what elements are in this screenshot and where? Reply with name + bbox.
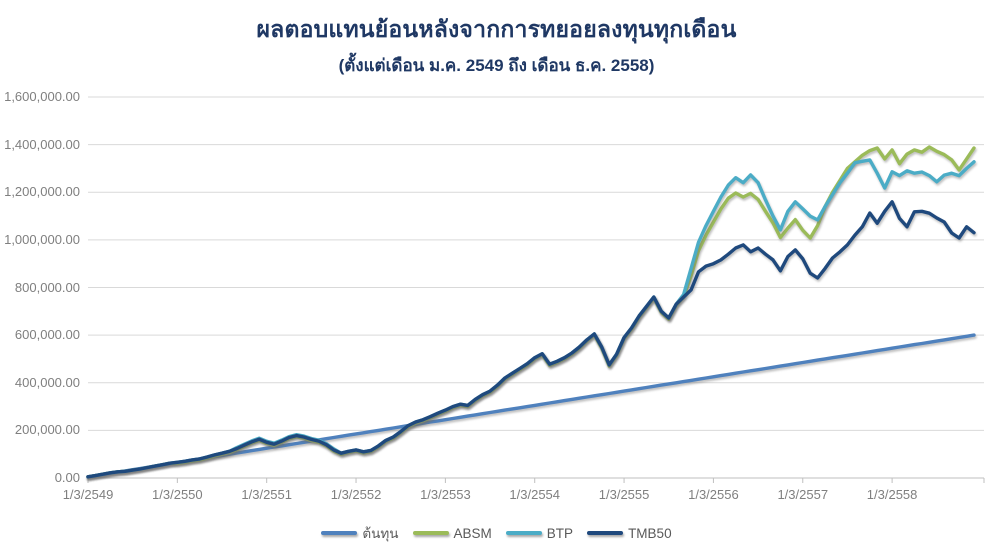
x-axis-tick-label: 1/3/2553 (420, 487, 471, 502)
x-axis-tick-label: 1/3/2552 (330, 487, 382, 502)
legend-label: ABSM (453, 525, 492, 541)
legend-item-ABSM: ABSM (412, 525, 492, 541)
legend-label: BTP (546, 525, 574, 541)
y-axis-tick-label: 200,000.00 (14, 422, 80, 438)
x-axis-tick-label: 1/3/2549 (62, 487, 114, 502)
series-line-cost (86, 333, 976, 479)
x-axis-tick-label: 1/3/2557 (777, 487, 829, 502)
y-axis-tick-label: 1,200,000.00 (4, 184, 80, 200)
y-axis-tick-label: 1,000,000.00 (4, 231, 80, 247)
legend-item-BTP: BTP (505, 525, 574, 541)
y-axis-tick-label: 0.00 (54, 470, 80, 485)
legend-item-ต้นทุน: ต้นทุน (321, 522, 399, 544)
x-axis-tick-label: 1/3/2554 (509, 487, 561, 502)
chart-legend: ต้นทุน ABSM BTP TMB50 (0, 522, 993, 544)
series-line-btp (86, 158, 976, 479)
legend-line-swatch (412, 531, 449, 535)
x-axis-tick-label: 1/3/2558 (866, 487, 918, 502)
y-axis-tick-label: 600,000.00 (14, 327, 80, 343)
x-axis-tick-label: 1/3/2550 (152, 487, 203, 502)
x-axis-tick-label: 1/3/2555 (598, 487, 650, 502)
legend-line-swatch (587, 531, 624, 535)
legend-line-swatch (505, 531, 542, 535)
y-axis-tick-label: 1,400,000.00 (4, 136, 80, 152)
y-axis-tick-label: 400,000.00 (14, 374, 80, 390)
series-line-tmb50 (86, 200, 976, 479)
legend-label: TMB50 (628, 525, 672, 541)
series-line-absm (86, 145, 976, 479)
x-axis-tick-label: 1/3/2551 (241, 487, 292, 502)
chart-subtitle: (ตั้งแต่เดือน ม.ค. 2549 ถึง เดือน ธ.ค. 2… (338, 56, 655, 75)
legend-label: ต้นทุน (362, 526, 399, 541)
legend-item-TMB50: TMB50 (587, 526, 672, 541)
y-axis-tick-label: 800,000.00 (14, 279, 80, 295)
y-axis-tick-label: 1,600,000.00 (4, 89, 80, 104)
chart-title: ผลตอบแทนย้อนหลังจากการทยอยลงทุนทุกเดือน (256, 16, 737, 42)
legend-line-swatch (321, 531, 358, 535)
x-axis-tick-label: 1/3/2556 (688, 487, 739, 502)
